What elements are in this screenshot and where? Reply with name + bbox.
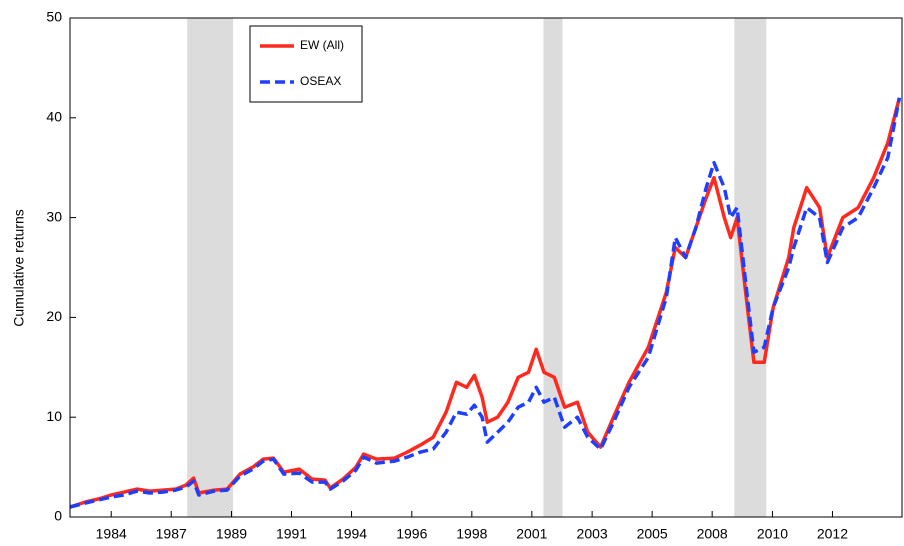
y-axis-label: Cumulative returns [11, 209, 27, 327]
y-tick-label: 10 [46, 408, 62, 424]
x-tick-label: 2012 [817, 526, 848, 542]
x-tick-label: 1987 [156, 526, 187, 542]
legend-label: EW (All) [300, 38, 344, 52]
x-tick-label: 2008 [697, 526, 728, 542]
y-tick-label: 20 [46, 308, 62, 324]
line-series [69, 97, 902, 509]
shaded-region [734, 18, 767, 517]
x-tick-label: 2003 [577, 526, 608, 542]
y-tick-label: 30 [46, 208, 62, 224]
legend-label: OSEAX [300, 74, 341, 88]
x-tick-label: 1984 [96, 526, 127, 542]
legend-box [249, 25, 363, 103]
x-tick-label: 1998 [456, 526, 487, 542]
plot-frame [69, 17, 903, 518]
y-tick-label: 40 [46, 109, 62, 125]
x-tick-label: 1989 [216, 526, 247, 542]
x-tick-label: 1994 [336, 526, 367, 542]
x-tick-label: 2010 [757, 526, 788, 542]
x-tick-label: 1991 [276, 526, 307, 542]
x-tick-label: 2005 [637, 526, 668, 542]
shaded-region [187, 18, 234, 517]
y-tick-label: 50 [46, 9, 62, 25]
shaded-region [543, 18, 563, 517]
y-tick-label: 0 [54, 508, 62, 524]
x-tick-label: 1996 [396, 526, 427, 542]
x-tick-label: 2001 [516, 526, 547, 542]
